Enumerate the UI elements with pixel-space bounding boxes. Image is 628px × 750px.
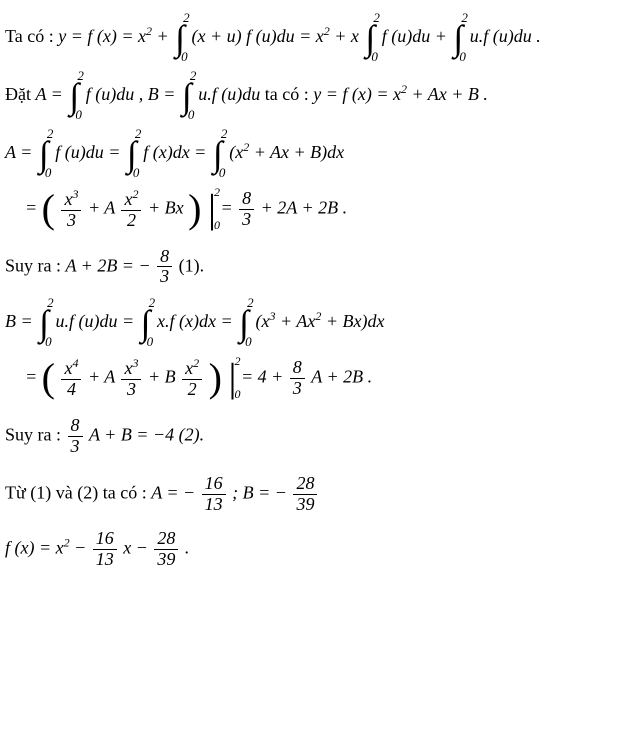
eq: y = f (x) = x bbox=[58, 26, 146, 46]
line-5: Suy ra : A + 2B = − 83 (1). bbox=[5, 247, 623, 288]
fraction: 1613 bbox=[202, 474, 226, 515]
eval-bar: 2|0 bbox=[208, 189, 216, 229]
eval-bar: 2|0 bbox=[228, 358, 236, 398]
fraction: 83 bbox=[239, 189, 254, 230]
line-8: Suy ra : 83 A + B = −4 (2). bbox=[5, 416, 623, 457]
integral-icon: 2∫0 bbox=[175, 20, 185, 56]
line-3: A = 2∫0 f (u)du = 2∫0 f (x)dx = 2∫0 (x2 … bbox=[5, 136, 623, 172]
line-4: = ( x33 + A x22 + Bx ) 2|0 = 83 + 2A + 2… bbox=[25, 188, 623, 231]
integral-icon: 2∫0 bbox=[39, 136, 49, 172]
fraction: x33 bbox=[61, 188, 81, 231]
fraction: x33 bbox=[121, 357, 141, 400]
integral-icon: 2∫0 bbox=[141, 305, 151, 341]
integral-icon: 2∫0 bbox=[239, 305, 249, 341]
fraction: 83 bbox=[68, 416, 83, 457]
fraction: x44 bbox=[61, 357, 81, 400]
fraction: 2839 bbox=[154, 529, 178, 570]
fraction: x22 bbox=[121, 188, 141, 231]
integral-icon: 2∫0 bbox=[69, 78, 79, 114]
integral-icon: 2∫0 bbox=[365, 20, 375, 56]
integral-icon: 2∫0 bbox=[453, 20, 463, 56]
line-10: f (x) = x2 − 1613 x − 2839 . bbox=[5, 529, 623, 570]
fraction: 83 bbox=[157, 247, 172, 288]
line-9: Từ (1) và (2) ta có : A = − 1613 ; B = −… bbox=[5, 474, 623, 515]
line-2: Đặt A = 2∫0 f (u)du , B = 2∫0 u.f (u)du … bbox=[5, 78, 623, 114]
fraction: x22 bbox=[182, 357, 202, 400]
integral-icon: 2∫0 bbox=[39, 305, 49, 341]
fraction: 83 bbox=[290, 358, 305, 399]
text-prefix: Ta có : bbox=[5, 26, 58, 46]
line-7: = ( x44 + A x33 + B x22 ) 2|0 = 4 + 83 A… bbox=[25, 357, 623, 400]
fraction: 2839 bbox=[293, 474, 317, 515]
fraction: 1613 bbox=[93, 529, 117, 570]
line-6: B = 2∫0 u.f (u)du = 2∫0 x.f (x)dx = 2∫0 … bbox=[5, 305, 623, 341]
line-1: Ta có : y = f (x) = x2 + 2∫0 (x + u) f (… bbox=[5, 20, 623, 56]
integral-icon: 2∫0 bbox=[182, 78, 192, 114]
integral-icon: 2∫0 bbox=[127, 136, 137, 172]
integral-icon: 2∫0 bbox=[213, 136, 223, 172]
text-prefix: Đặt bbox=[5, 84, 36, 104]
